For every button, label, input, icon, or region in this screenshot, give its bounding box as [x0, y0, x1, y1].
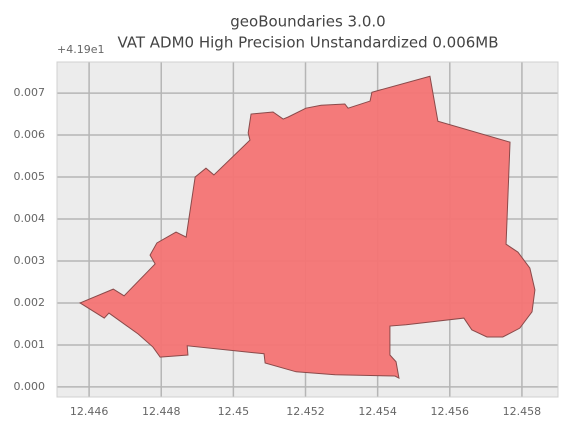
y-tick-label: 0.002	[14, 296, 46, 309]
y-tick-label: 0.000	[14, 380, 46, 393]
plot-frame	[56, 61, 559, 398]
y-tick-label: 0.007	[14, 86, 46, 99]
x-tick-label: 12.452	[286, 405, 325, 418]
map-subtitle: VAT ADM0 High Precision Unstandardized 0…	[117, 34, 498, 52]
y-tick-label: 0.006	[14, 128, 46, 141]
x-tick-label: 12.458	[503, 405, 542, 418]
y-tick-label: 0.005	[14, 170, 46, 183]
boundary-polygon	[78, 75, 536, 380]
map-title: geoBoundaries 3.0.0	[230, 13, 385, 31]
x-tick-label: 12.454	[358, 405, 397, 418]
y-tick-label: 0.003	[14, 254, 46, 267]
x-tick-label: 12.456	[431, 405, 470, 418]
x-tick-label: 12.45	[218, 405, 250, 418]
offset-text: +4.19e1	[57, 43, 104, 56]
x-tick-label: 12.448	[142, 405, 181, 418]
y-tick-label: 0.001	[14, 338, 46, 351]
y-tick-label: 0.004	[14, 212, 46, 225]
x-tick-label: 12.446	[70, 405, 109, 418]
